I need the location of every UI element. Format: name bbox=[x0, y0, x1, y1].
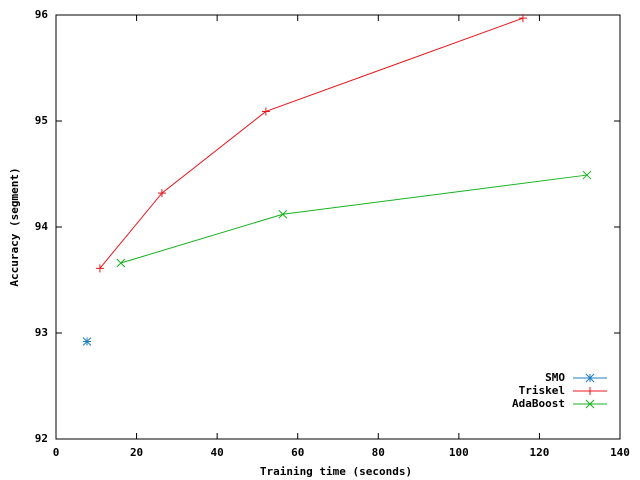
x-axis-label: Training time (seconds) bbox=[260, 465, 412, 478]
x-tick-label: 60 bbox=[291, 446, 304, 459]
point-marker bbox=[82, 337, 92, 346]
point-marker bbox=[278, 209, 288, 219]
point-marker bbox=[157, 189, 166, 198]
x-tick-label: 0 bbox=[53, 446, 60, 459]
legend-label: SMO bbox=[545, 371, 565, 384]
y-tick-label: 92 bbox=[35, 432, 48, 445]
point-marker bbox=[95, 264, 104, 273]
point-marker bbox=[518, 14, 527, 23]
y-tick-label: 96 bbox=[35, 8, 49, 21]
x-tick-label: 120 bbox=[529, 446, 549, 459]
y-tick-label: 95 bbox=[35, 114, 48, 127]
legend-label: Triskel bbox=[519, 384, 565, 397]
legend-marker bbox=[585, 373, 595, 383]
y-tick-label: 93 bbox=[35, 326, 48, 339]
x-tick-label: 140 bbox=[610, 446, 630, 459]
series-line bbox=[120, 174, 588, 264]
y-axis-label: Accuracy (segment) bbox=[8, 167, 21, 286]
x-tick-label: 80 bbox=[372, 446, 385, 459]
x-tick-label: 100 bbox=[449, 446, 469, 459]
point-marker bbox=[261, 107, 270, 116]
legend-marker bbox=[586, 387, 594, 395]
series-line bbox=[99, 17, 524, 269]
x-tick-label: 40 bbox=[211, 446, 224, 459]
legend-marker bbox=[585, 399, 595, 409]
y-tick-label: 94 bbox=[35, 220, 49, 233]
point-marker bbox=[116, 258, 126, 268]
plot-frame bbox=[55, 14, 621, 440]
x-tick-label: 20 bbox=[130, 446, 143, 459]
legend-label: AdaBoost bbox=[512, 397, 565, 410]
point-marker bbox=[582, 170, 592, 180]
